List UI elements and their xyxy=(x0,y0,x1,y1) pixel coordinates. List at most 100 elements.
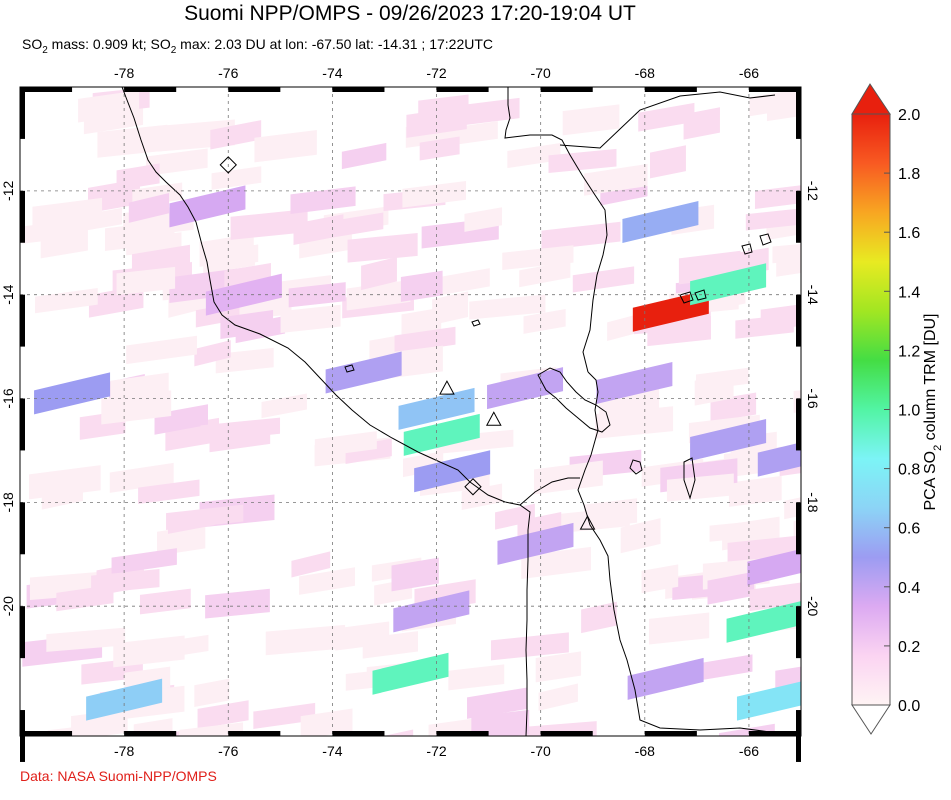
lon-tick-bottom: -78 xyxy=(114,743,134,759)
so2-background-pixel xyxy=(300,708,353,736)
so2-background-pixel xyxy=(200,417,281,442)
frame-bar-bottom xyxy=(540,731,593,736)
data-credit: Data: NASA Suomi-NPP/OMPS xyxy=(20,768,217,784)
lat-tick-right: -18 xyxy=(805,492,821,512)
so2-background-pixel xyxy=(401,307,442,338)
map-title: Suomi NPP/OMPS - 09/26/2023 17:20-19:04 … xyxy=(184,2,636,25)
so2-pixel xyxy=(205,273,282,316)
so2-pixel xyxy=(487,367,564,410)
frame-bar-left xyxy=(20,710,25,762)
lon-tick-top: -74 xyxy=(322,65,342,81)
so2-pixel xyxy=(627,657,704,700)
so2-pixel xyxy=(403,413,480,456)
frame-bar-top xyxy=(332,87,385,92)
so2-pixel xyxy=(169,185,246,228)
so2-background-pixel xyxy=(581,601,617,634)
so2-background-pixel xyxy=(220,310,274,340)
lat-tick-left: -20 xyxy=(0,596,16,616)
frame-bar-bottom xyxy=(332,731,385,736)
lat-tick-left: -14 xyxy=(0,284,16,304)
lon-tick-top: -68 xyxy=(635,65,655,81)
so2-pixel xyxy=(747,548,801,586)
so2-background-pixel xyxy=(707,571,755,605)
frame-bar-top xyxy=(644,87,697,92)
so2-background-pixel xyxy=(523,309,566,334)
frame-bar-right xyxy=(796,190,801,243)
so2-pixel xyxy=(325,351,402,394)
so2-background-pixel xyxy=(111,548,177,575)
so2-background-pixel xyxy=(383,729,414,736)
so2-background-pixel xyxy=(728,475,782,507)
so2-background-pixel xyxy=(97,124,168,158)
border-peru-brazil xyxy=(504,87,608,373)
lon-tick-bottom: -66 xyxy=(739,743,759,759)
so2-pixel xyxy=(393,590,470,633)
so2-background-pixel xyxy=(418,94,469,124)
so2-background-pixel xyxy=(695,367,749,391)
so2-background-pixel xyxy=(299,567,355,595)
so2-background-pixel xyxy=(265,624,346,656)
so2-background-pixel xyxy=(126,335,197,365)
colorbar-tick-label: 0.4 xyxy=(898,580,920,597)
frame-bar-right xyxy=(796,398,801,451)
so2-background-pixel xyxy=(290,186,356,214)
frame-bar-left xyxy=(20,502,25,555)
colorbar-tick-labels: 2.0 1.8 1.6 1.4 1.2 1.0 0.8 0.6 0.4 0.2 0.0 xyxy=(884,107,920,715)
frame-bar-right xyxy=(796,606,801,659)
so2-pixel xyxy=(690,263,767,306)
frame-bar-right xyxy=(796,294,801,347)
so2-background-pixel xyxy=(419,136,460,161)
so2-background-pixel xyxy=(197,700,249,729)
so2-pixel xyxy=(497,522,574,565)
so2-background-pixel xyxy=(128,193,170,223)
so2-background-pixel xyxy=(253,702,316,729)
so2-background-pixel xyxy=(402,181,467,208)
so2-background-pixel xyxy=(280,304,341,333)
so2-background-pixel xyxy=(341,142,387,170)
lat-tick-right: -12 xyxy=(805,181,821,201)
so2-background-pixel xyxy=(638,102,695,132)
colorbar: 2.0 1.8 1.6 1.4 1.2 1.0 0.8 0.6 0.4 0.2 0.0 PCA SO… xyxy=(851,83,944,735)
so2-background-pixel xyxy=(548,148,617,173)
so2-background-pixel xyxy=(495,503,535,530)
colorbar-tick-label: 1.4 xyxy=(898,284,920,301)
lat-tick-right: -16 xyxy=(805,388,821,408)
so2-background-pixel xyxy=(116,163,160,191)
so2-background-pixel xyxy=(116,266,176,296)
colorbar-tick-label: 1.6 xyxy=(898,225,920,242)
so2-background-pixel xyxy=(650,145,686,179)
so2-background-pixel xyxy=(519,260,571,288)
so2-background-pixel xyxy=(749,582,801,612)
frame-bar-bottom xyxy=(228,731,281,736)
frame-bar-top xyxy=(20,87,73,92)
marker-layer xyxy=(219,156,596,530)
colorbar-tick-label: 0.2 xyxy=(898,639,920,656)
colorbar-tick-label: 1.0 xyxy=(898,403,920,420)
so2-background-pixel xyxy=(288,282,346,308)
subtitle-subscript-1: 2 xyxy=(42,44,48,56)
so2-background-pixel xyxy=(595,406,674,439)
coastline-pacific xyxy=(121,87,531,736)
lake-east-2 xyxy=(759,233,772,246)
lake-titicaca xyxy=(537,367,611,433)
so2-pixel xyxy=(596,361,673,404)
frame-bar-right xyxy=(796,87,801,139)
so2-background-pixel xyxy=(464,207,503,232)
lon-tick-top: -66 xyxy=(739,65,759,81)
so2-background-pixel xyxy=(194,340,231,367)
frame-bar-left xyxy=(20,294,25,347)
so2-background-pixel xyxy=(78,90,140,123)
so2-background-pixel xyxy=(490,632,569,661)
frame-bar-top xyxy=(748,87,801,92)
so2-background-pixel xyxy=(749,88,801,117)
so2-pixel xyxy=(86,678,163,721)
so2-background-pixel xyxy=(194,678,230,708)
frame-bar-left xyxy=(20,398,25,451)
frame-bar-left xyxy=(20,87,25,139)
frame-bar-bottom xyxy=(436,731,489,736)
so2-background-pixel xyxy=(347,232,418,263)
colorbar-title: PCA SO2 column TRM [DU] xyxy=(922,314,944,511)
so2-background-pixel xyxy=(110,372,169,401)
frame-bar-top xyxy=(228,87,281,92)
